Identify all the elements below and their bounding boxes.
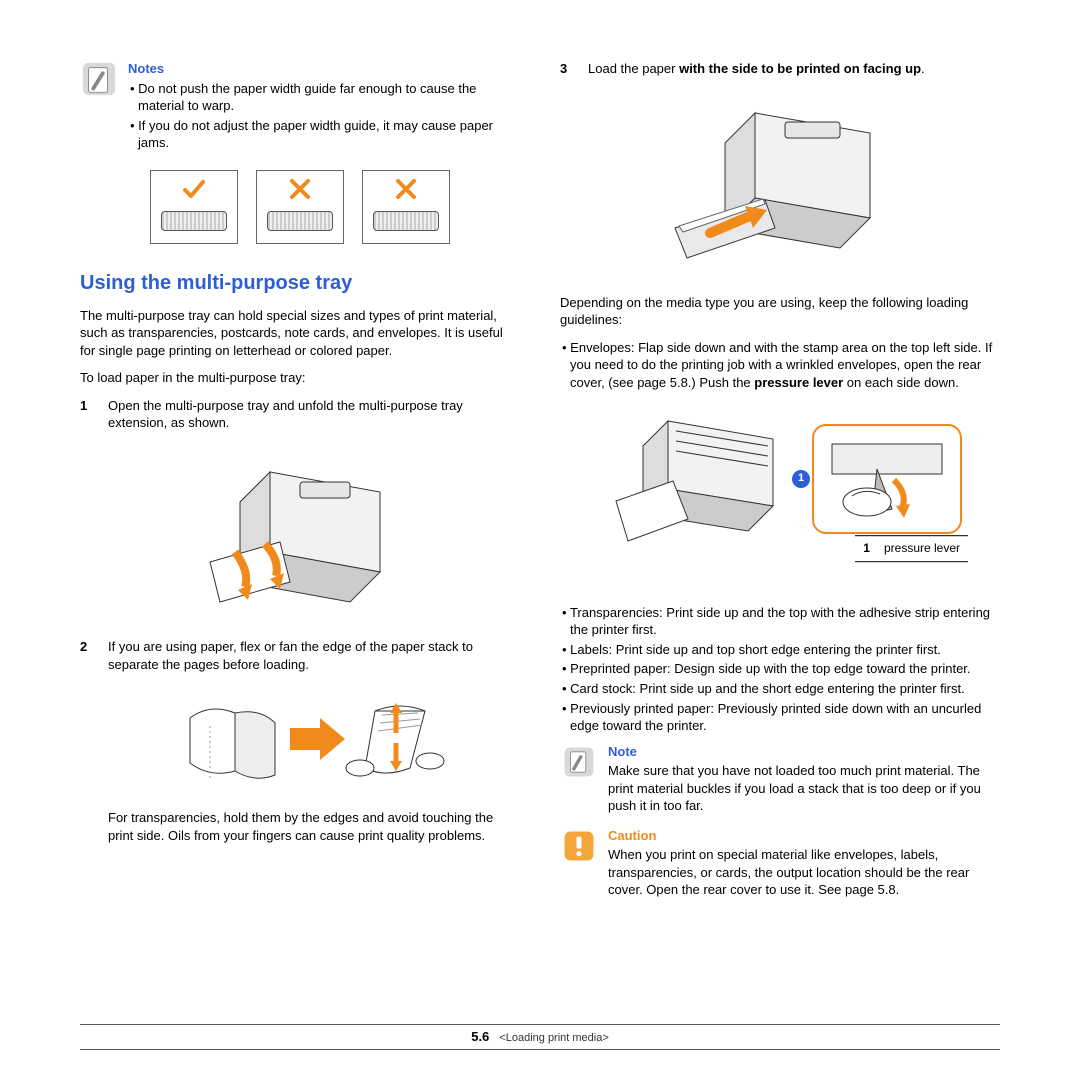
step3-post: . xyxy=(921,61,925,76)
section-heading: Using the multi-purpose tray xyxy=(80,270,520,297)
step-num: 3 xyxy=(560,60,574,78)
figure-pressure-lever: 1 1 pressure lever xyxy=(560,401,1000,556)
figure-fan-paper xyxy=(80,683,520,793)
guideline-item: Transparencies: Print side up and the to… xyxy=(560,604,1000,639)
step-2: 2 If you are using paper, flex or fan th… xyxy=(80,638,520,673)
note-body: Make sure that you have not loaded too m… xyxy=(608,762,1000,815)
guideline-item: Labels: Print side up and top short edge… xyxy=(560,641,1000,659)
tray-wrong xyxy=(362,170,450,244)
cross-icon xyxy=(394,177,418,201)
note-title: Note xyxy=(608,743,1000,761)
guideline-item: Card stock: Print side up and the short … xyxy=(560,680,1000,698)
note-callout: Note Make sure that you have not loaded … xyxy=(560,743,1000,815)
notes-callout: Notes Do not push the paper width guide … xyxy=(80,60,520,154)
notes-list: Do not push the paper width guide far en… xyxy=(128,80,520,152)
printer-rear-illustration xyxy=(598,401,798,551)
step-num: 1 xyxy=(80,397,94,432)
footer-section: <Loading print media> xyxy=(499,1032,608,1044)
printer-open-illustration xyxy=(180,442,420,622)
step2-after: For transparencies, hold them by the edg… xyxy=(108,809,520,844)
envelope-bullet: Envelopes: Flap side down and with the s… xyxy=(560,339,1000,392)
step-3: 3 Load the paper with the side to be pri… xyxy=(560,60,1000,78)
tray-wrong xyxy=(256,170,344,244)
step3-pre: Load the paper xyxy=(588,61,679,76)
note-icon xyxy=(560,743,598,781)
load-paper-illustration xyxy=(655,88,905,278)
legend-label: pressure lever xyxy=(884,541,960,557)
caution-body: When you print on special material like … xyxy=(608,846,1000,899)
legend-num: 1 xyxy=(863,541,870,557)
tray-examples xyxy=(80,170,520,244)
guideline-item: Previously printed paper: Previously pri… xyxy=(560,700,1000,735)
right-column: 3 Load the paper with the side to be pri… xyxy=(560,60,1000,911)
after-fig: Depending on the media type you are usin… xyxy=(560,294,1000,329)
callout-number: 1 xyxy=(792,470,810,488)
step-body: If you are using paper, flex or fan the … xyxy=(108,638,520,673)
step3-bold: with the side to be printed on facing up xyxy=(679,61,921,76)
figure-printer-open xyxy=(80,442,520,622)
lever-detail-illustration xyxy=(822,434,952,524)
tray-correct xyxy=(150,170,238,244)
figure-load-paper xyxy=(560,88,1000,278)
left-column: Notes Do not push the paper width guide … xyxy=(80,60,520,911)
fan-paper-illustration xyxy=(150,683,450,793)
notes-bullet: Do not push the paper width guide far en… xyxy=(128,80,520,115)
step-1: 1 Open the multi-purpose tray and unfold… xyxy=(80,397,520,432)
notes-icon xyxy=(80,60,118,98)
caution-title: Caution xyxy=(608,827,1000,845)
page-number: 5.6 xyxy=(471,1029,489,1044)
step-body: Open the multi-purpose tray and unfold t… xyxy=(108,397,520,432)
caution-icon xyxy=(560,827,598,865)
lead-text: To load paper in the multi-purpose tray: xyxy=(80,369,520,387)
caution-callout: Caution When you print on special materi… xyxy=(560,827,1000,899)
page-footer: 5.6 <Loading print media> xyxy=(80,1024,1000,1050)
check-icon xyxy=(182,177,206,201)
step-body: Load the paper with the side to be print… xyxy=(588,60,1000,78)
step-num: 2 xyxy=(80,638,94,673)
guideline-item: Preprinted paper: Design side up with th… xyxy=(560,660,1000,678)
notes-bullet: If you do not adjust the paper width gui… xyxy=(128,117,520,152)
guidelines-list: Transparencies: Print side up and the to… xyxy=(560,604,1000,735)
cross-icon xyxy=(288,177,312,201)
notes-title: Notes xyxy=(128,60,520,78)
intro-text: The multi-purpose tray can hold special … xyxy=(80,307,520,360)
guideline-envelope: Envelopes: Flap side down and with the s… xyxy=(560,339,1000,392)
